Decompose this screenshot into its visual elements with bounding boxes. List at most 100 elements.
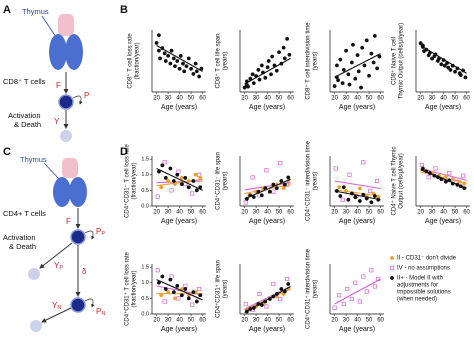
point xyxy=(163,59,168,63)
y-axis-label: CD4⁺CD31⁻ interdivision time xyxy=(305,140,312,221)
point xyxy=(166,53,171,58)
point xyxy=(372,194,377,198)
point xyxy=(278,161,283,166)
point xyxy=(285,276,290,282)
point xyxy=(177,66,182,71)
x-tick-label: 30 xyxy=(253,318,260,324)
point xyxy=(377,54,382,59)
point xyxy=(271,189,276,194)
x-tick-label: 60 xyxy=(463,96,470,102)
point xyxy=(176,296,181,301)
diagram-a: Thymus CD8⁺ T cells F P Activation & Dea… xyxy=(3,7,89,142)
x-tick-label: 30 xyxy=(343,318,350,324)
y-tick-label: 1.0 xyxy=(141,172,149,178)
y-axis-label: (years) xyxy=(223,280,229,299)
y-tick-label: 0.0 xyxy=(141,311,149,317)
point xyxy=(154,40,159,45)
x-tick-label: 50 xyxy=(366,96,373,102)
y-axis-label: (years) xyxy=(223,172,229,191)
point xyxy=(277,50,282,55)
y-axis-label: CD8⁺ Naive T cell xyxy=(391,37,398,85)
point xyxy=(173,296,177,301)
x-axis-label: Age (years) xyxy=(161,104,197,111)
x-tick-label: 60 xyxy=(199,96,206,102)
point xyxy=(171,56,176,61)
legend-label: II+ - Model II with xyxy=(397,276,443,282)
x-tick-label: 30 xyxy=(429,96,436,102)
activation-label: Activation xyxy=(8,111,41,120)
x-tick-label: 50 xyxy=(276,318,283,324)
point xyxy=(362,63,367,68)
panel-label: B xyxy=(120,4,128,16)
point xyxy=(282,182,287,187)
point xyxy=(279,287,284,291)
x-axis-label: Age (years) xyxy=(249,104,285,111)
point xyxy=(269,72,273,77)
point xyxy=(259,63,264,68)
point xyxy=(286,282,291,286)
x-tick-label: 60 xyxy=(463,210,470,216)
point xyxy=(286,175,291,180)
point xyxy=(389,265,395,271)
point xyxy=(360,45,365,50)
point xyxy=(349,60,354,65)
x-tick-label: 40 xyxy=(264,210,271,216)
cells-label: CD8⁺ T cells xyxy=(3,77,46,86)
point xyxy=(169,48,174,53)
point xyxy=(246,84,250,89)
point xyxy=(169,188,174,193)
point xyxy=(337,293,342,298)
point xyxy=(179,293,184,298)
point xyxy=(461,173,466,178)
fit-line xyxy=(244,57,291,85)
point xyxy=(332,305,337,310)
panel-label: D xyxy=(120,146,128,158)
y-axis-label: Output (cells/μl/year) xyxy=(399,153,405,208)
x-tick-label: 30 xyxy=(165,210,172,216)
point xyxy=(178,53,183,58)
x-tick-label: 40 xyxy=(354,210,361,216)
x-tick-label: 20 xyxy=(153,96,160,102)
legend-label: impossible solutions xyxy=(397,290,451,296)
point xyxy=(285,36,290,41)
y-label: Y xyxy=(54,117,60,126)
point xyxy=(369,51,374,56)
y-axis-label: (years) xyxy=(313,52,319,71)
point xyxy=(336,78,340,83)
point xyxy=(162,51,167,56)
point xyxy=(271,281,276,287)
x-axis-label: Age (years) xyxy=(339,218,375,225)
x-tick-label: 40 xyxy=(176,96,183,102)
point xyxy=(344,48,349,53)
f-label: F xyxy=(56,81,61,90)
point xyxy=(162,160,167,165)
x-tick-label: 20 xyxy=(417,96,424,102)
y-tick-label: 0.5 xyxy=(141,188,149,194)
y-axis-label: (years) xyxy=(313,280,319,299)
point xyxy=(332,84,337,89)
point xyxy=(453,69,458,74)
point xyxy=(368,188,373,194)
y-tick-label: 1.0 xyxy=(141,280,149,286)
fit-line xyxy=(156,45,203,72)
point xyxy=(171,290,176,295)
point xyxy=(281,186,286,191)
point xyxy=(278,296,283,302)
point xyxy=(166,179,171,183)
point xyxy=(163,287,168,291)
x-tick-label: 50 xyxy=(366,318,373,324)
x-tick-label: 50 xyxy=(452,210,459,216)
point xyxy=(338,57,343,62)
point xyxy=(353,195,358,200)
point xyxy=(341,67,346,72)
x-tick-label: 40 xyxy=(440,210,447,216)
x-tick-label: 40 xyxy=(264,318,271,324)
point xyxy=(186,56,191,61)
point xyxy=(182,69,187,74)
legend-label: II - CD31⁻ don't divide xyxy=(397,256,457,262)
point xyxy=(251,81,256,86)
point xyxy=(179,182,184,187)
y-axis-label: CD8⁺ T cell interdivision time xyxy=(305,22,312,100)
